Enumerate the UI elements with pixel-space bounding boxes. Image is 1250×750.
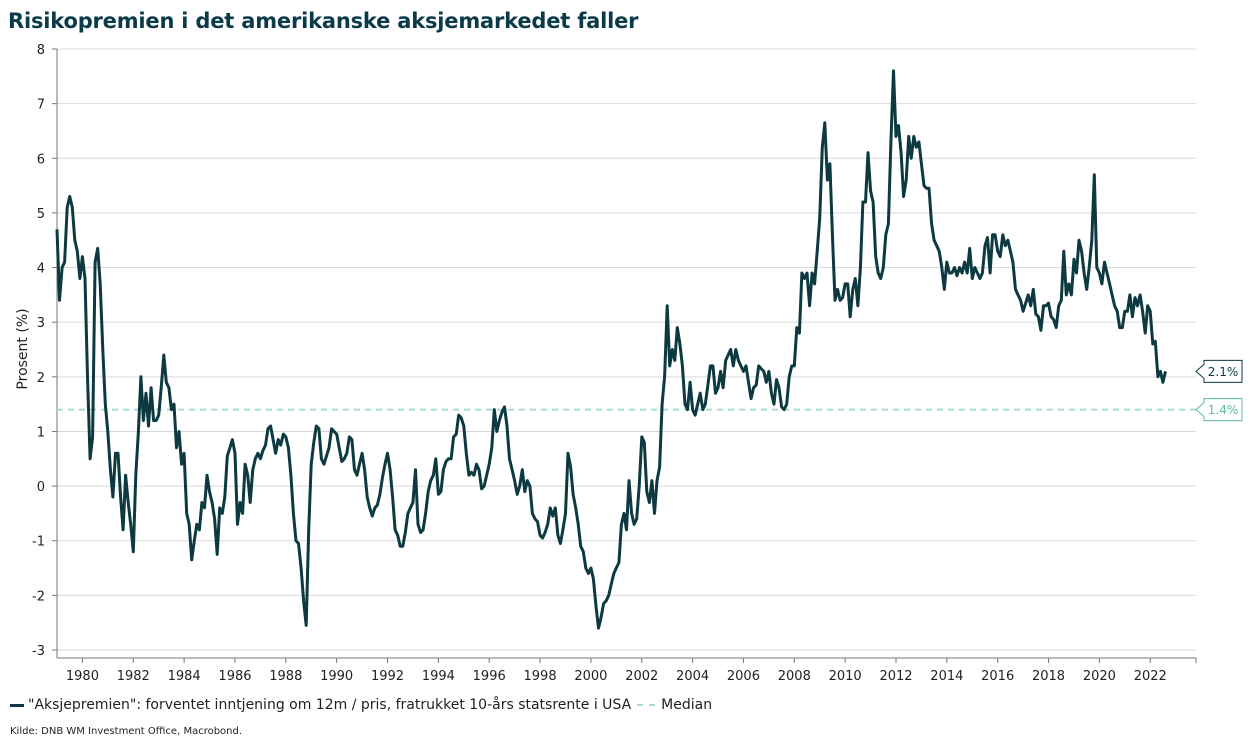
legend-median-swatch: [637, 704, 656, 706]
legend-series-label: "Aksjepremien": forventet inntjening om …: [28, 697, 632, 713]
y-tick-label: 0: [37, 480, 45, 495]
x-tick-label: 1998: [524, 669, 557, 684]
x-tick-label: 2008: [778, 669, 811, 684]
y-tick-label: 4: [37, 262, 45, 277]
y-tick-label: 2: [37, 371, 45, 386]
x-tick-label: 1986: [218, 669, 251, 684]
x-tick-label: 1988: [269, 669, 302, 684]
y-tick-label: 8: [37, 43, 45, 58]
y-tick-label: 5: [37, 207, 45, 222]
y-tick-label: -2: [32, 589, 45, 604]
y-tick-label: 7: [37, 98, 45, 113]
x-tick-label: 2022: [1134, 669, 1167, 684]
x-tick-label: 2014: [930, 669, 963, 684]
end-label: 1.4%: [1208, 403, 1239, 417]
end-label-box: [1195, 398, 1243, 422]
x-tick-label: 2004: [676, 669, 709, 684]
legend: "Aksjepremien": forventet inntjening om …: [10, 697, 712, 713]
x-tick-label: 1994: [422, 669, 455, 684]
end-label: 2.1%: [1208, 365, 1239, 379]
x-tick-label: 1984: [168, 669, 201, 684]
x-tick-label: 2018: [1032, 669, 1065, 684]
legend-series-swatch: [10, 703, 24, 707]
y-tick-label: 6: [37, 152, 45, 167]
x-tick-label: 2010: [829, 669, 862, 684]
gridlines: [52, 48, 1196, 659]
source-note: Kilde: DNB WM Investment Office, Macrobo…: [10, 726, 243, 737]
line-chart: -3 -2 -1 0 1 2 3 4 5 6 7 8 1980 1982 1984 1986 1988 1990…: [15, 43, 1243, 684]
x-tick-label: 1996: [473, 669, 506, 684]
x-tick-label: 1992: [371, 669, 404, 684]
x-tick-label: 1990: [320, 669, 353, 684]
y-tick-label: 3: [37, 316, 45, 331]
y-axis-label: Prosent (%): [15, 308, 31, 389]
y-tick-label: 1: [37, 425, 45, 440]
x-tick-label: 1980: [66, 669, 99, 684]
chart-title: Risikopremien i det amerikanske aksjemar…: [8, 9, 639, 33]
x-tick-label: 2006: [727, 669, 760, 684]
y-tick-label: -3: [32, 644, 45, 659]
x-tick-label: 2000: [574, 669, 607, 684]
risk-premium-line: [55, 69, 1167, 630]
x-tick-label: 2002: [625, 669, 658, 684]
end-label-box: [1195, 359, 1243, 383]
x-tick-label: 2020: [1083, 669, 1116, 684]
series-layer: [55, 69, 1196, 630]
x-tick-labels: 1980 1982 1984 1986 1988 1990 1992 1994 1996 1998…: [66, 658, 1197, 684]
legend-median-label: Median: [661, 697, 713, 713]
x-tick-label: 1982: [117, 669, 150, 684]
end-labels: 2.1% 1.4%: [1195, 359, 1243, 422]
y-tick-labels: -3 -2 -1 0 1 2 3 4 5 6 7 8: [32, 43, 45, 659]
x-tick-label: 2016: [981, 669, 1014, 684]
x-tick-label: 2012: [879, 669, 912, 684]
y-tick-label: -1: [32, 535, 45, 550]
